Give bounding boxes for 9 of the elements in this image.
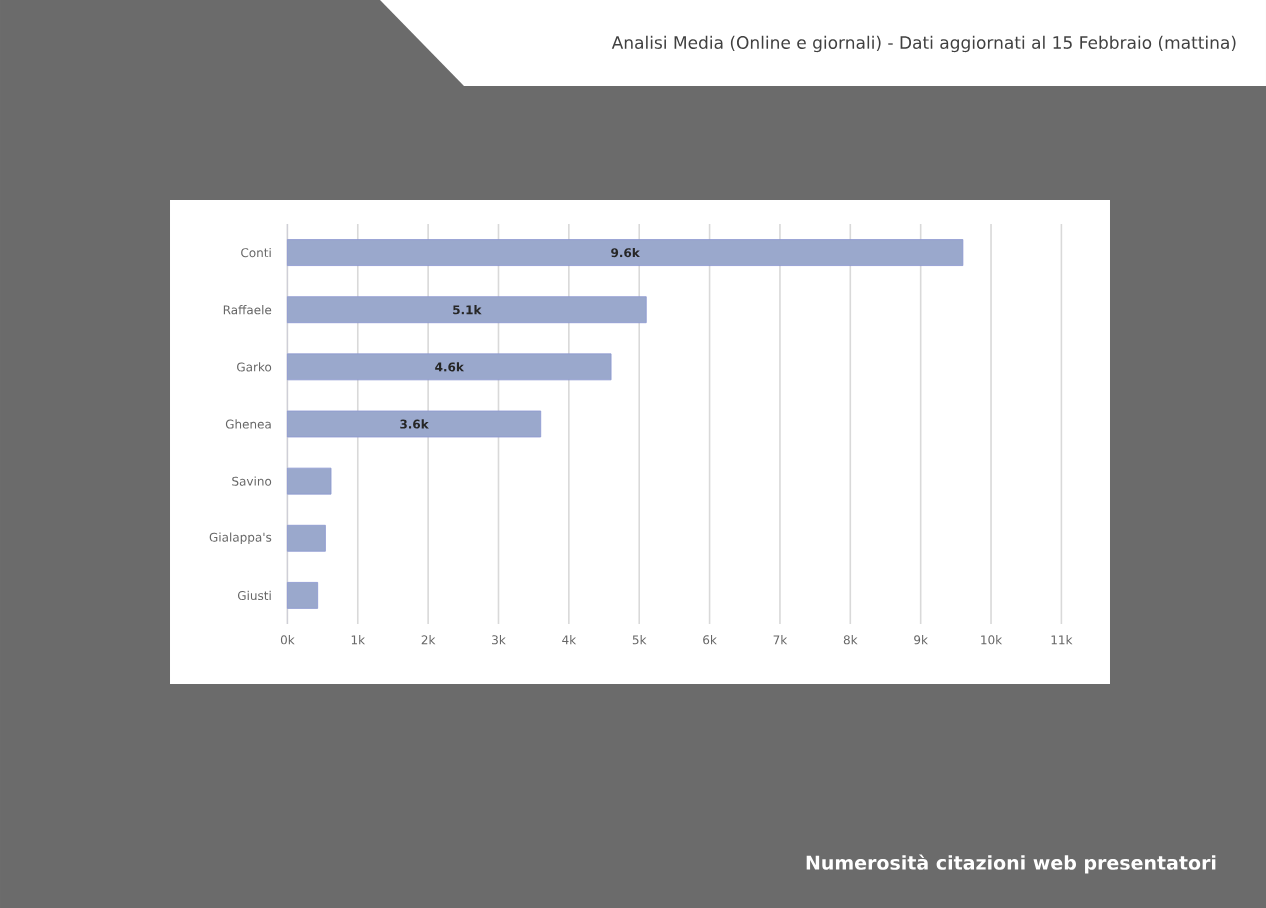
- bar: [287, 582, 319, 609]
- chart-title: Analisi Media (Online e giornali) - Dati aggiornati al 15 Febbraio (mattina): [611, 35, 1236, 53]
- text: Numerosità citazioni web presentatori: [806, 854, 1216, 874]
- bar: [287, 296, 647, 324]
- bar: [287, 353, 612, 381]
- bar: [287, 239, 964, 266]
- bar: [287, 410, 542, 438]
- bar: [287, 524, 326, 552]
- bar: [287, 467, 332, 495]
